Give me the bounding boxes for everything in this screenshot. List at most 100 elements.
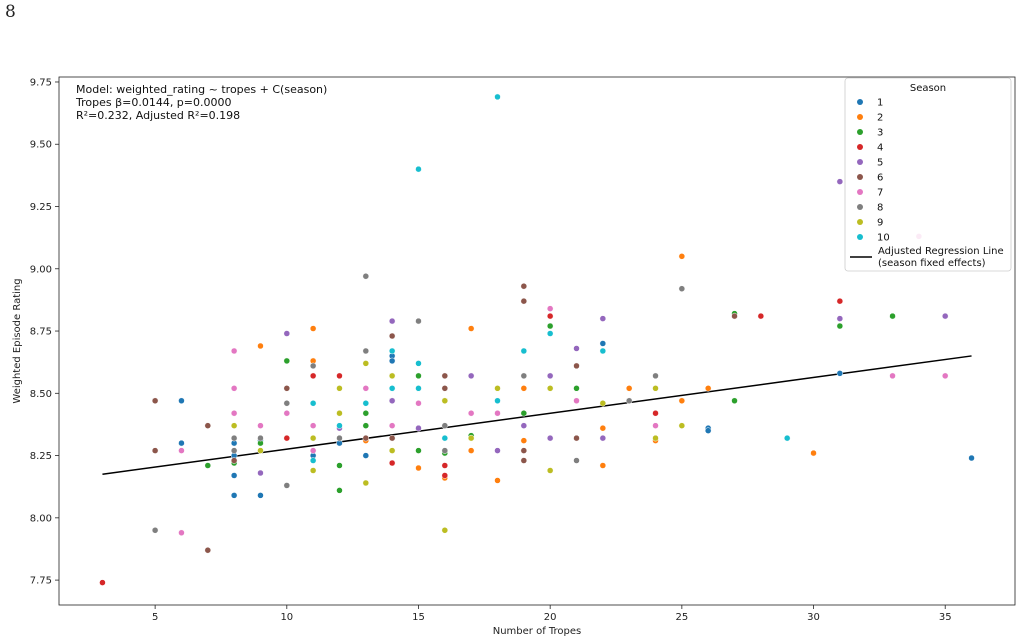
y-tick-label: 8.50	[30, 389, 52, 400]
data-point-season-2	[467, 447, 475, 454]
data-point-season-7	[415, 400, 422, 407]
data-point-season-3	[546, 322, 554, 330]
legend-title: Season	[910, 83, 946, 94]
data-point-season-9	[230, 422, 238, 429]
legend-marker-season-9	[857, 219, 863, 225]
data-point-season-7	[546, 305, 554, 312]
data-point-season-9	[441, 527, 449, 534]
data-point-season-3	[283, 357, 291, 365]
data-point-season-8	[678, 285, 686, 292]
legend-label-season-8: 8	[877, 203, 883, 214]
legend-marker-season-8	[857, 204, 863, 210]
data-point-season-3	[336, 462, 343, 469]
data-point-season-8	[230, 434, 238, 442]
legend-label-season-10: 10	[877, 233, 890, 244]
annotation-line-1: Model: weighted_rating ~ tropes + C(seas…	[76, 83, 327, 96]
legend-marker-season-10	[857, 234, 863, 240]
y-tick-label: 8.25	[30, 451, 52, 462]
legend-label-season-3: 3	[877, 128, 883, 139]
legend-marker-season-3	[857, 129, 863, 135]
data-point-season-3	[731, 397, 738, 405]
data-point-season-9	[257, 447, 264, 454]
data-point-season-8	[336, 434, 343, 442]
y-tick-label: 8.00	[30, 513, 52, 524]
data-point-season-8	[230, 447, 238, 454]
data-point-season-4	[283, 434, 291, 442]
data-point-season-10	[599, 347, 607, 355]
data-point-season-3	[415, 372, 422, 380]
legend-marker-season-5	[857, 159, 863, 165]
legend-marker-season-6	[857, 174, 863, 180]
data-point-season-7	[889, 372, 896, 380]
data-point-season-9	[362, 360, 370, 367]
legend-label-season-5: 5	[877, 158, 883, 169]
x-tick-label: 20	[544, 612, 557, 623]
data-point-season-2	[625, 385, 633, 392]
data-point-season-3	[573, 385, 580, 392]
data-point-season-10	[415, 385, 422, 392]
data-point-season-10	[546, 330, 554, 337]
data-point-season-10	[415, 360, 422, 367]
data-point-season-8	[415, 317, 422, 325]
data-point-season-2	[599, 462, 607, 469]
data-point-season-8	[283, 400, 291, 407]
data-point-season-6	[283, 385, 291, 392]
model-annotation: Model: weighted_rating ~ tropes + C(seas…	[75, 83, 327, 122]
y-tick-label: 9.75	[30, 77, 52, 88]
data-point-season-6	[441, 372, 449, 380]
data-point-season-7	[941, 372, 949, 380]
data-point-season-3	[336, 487, 343, 494]
data-point-season-10	[415, 165, 422, 173]
data-point-season-9	[494, 385, 501, 392]
data-point-season-2	[678, 397, 686, 405]
data-point-season-1	[599, 340, 607, 347]
y-tick-label: 9.25	[30, 202, 52, 213]
plot-area	[58, 76, 1016, 606]
data-point-season-9	[599, 400, 607, 407]
data-point-season-7	[283, 409, 291, 417]
y-tick-label: 9.50	[30, 140, 52, 151]
data-point-season-9	[388, 372, 396, 380]
data-point-season-9	[678, 422, 686, 429]
legend-marker-season-2	[857, 114, 863, 120]
legend-marker-season-1	[857, 99, 863, 105]
data-point-season-6	[520, 447, 528, 454]
data-point-season-6	[573, 362, 580, 370]
y-tick-label: 8.75	[30, 327, 52, 338]
data-point-season-5	[388, 397, 396, 405]
data-point-season-1	[362, 452, 370, 459]
data-point-season-7	[257, 422, 264, 429]
data-point-season-2	[520, 437, 528, 444]
data-point-season-9	[336, 385, 343, 392]
data-point-season-10	[388, 347, 396, 355]
legend-label-season-7: 7	[877, 188, 883, 199]
legend-marker-season-7	[857, 189, 863, 195]
data-point-season-7	[230, 385, 238, 392]
data-point-season-5	[573, 345, 580, 352]
x-axis-label: Number of Tropes	[493, 626, 582, 637]
x-tick-label: 10	[280, 612, 293, 623]
data-point-season-5	[836, 315, 844, 322]
data-point-season-2	[257, 342, 264, 350]
data-point-season-6	[520, 297, 528, 305]
data-point-season-8	[520, 372, 528, 380]
data-point-season-6	[520, 282, 528, 290]
data-point-season-6	[230, 457, 238, 464]
legend-line-label-1: Adjusted Regression Line	[878, 246, 1004, 257]
data-point-season-10	[309, 400, 317, 407]
data-point-season-1	[388, 357, 396, 365]
data-point-season-10	[388, 385, 396, 392]
data-point-season-4	[99, 579, 106, 586]
data-point-season-10	[362, 400, 370, 407]
data-point-season-4	[441, 472, 449, 479]
data-point-season-2	[494, 477, 501, 484]
data-point-season-3	[889, 312, 896, 320]
legend-line-label-2: (season fixed effects)	[878, 258, 986, 269]
data-point-season-6	[204, 546, 212, 554]
data-point-season-6	[573, 434, 580, 442]
data-point-season-5	[941, 312, 949, 320]
data-point-season-7	[652, 422, 659, 429]
data-point-season-10	[336, 422, 343, 429]
data-point-season-4	[336, 372, 343, 380]
